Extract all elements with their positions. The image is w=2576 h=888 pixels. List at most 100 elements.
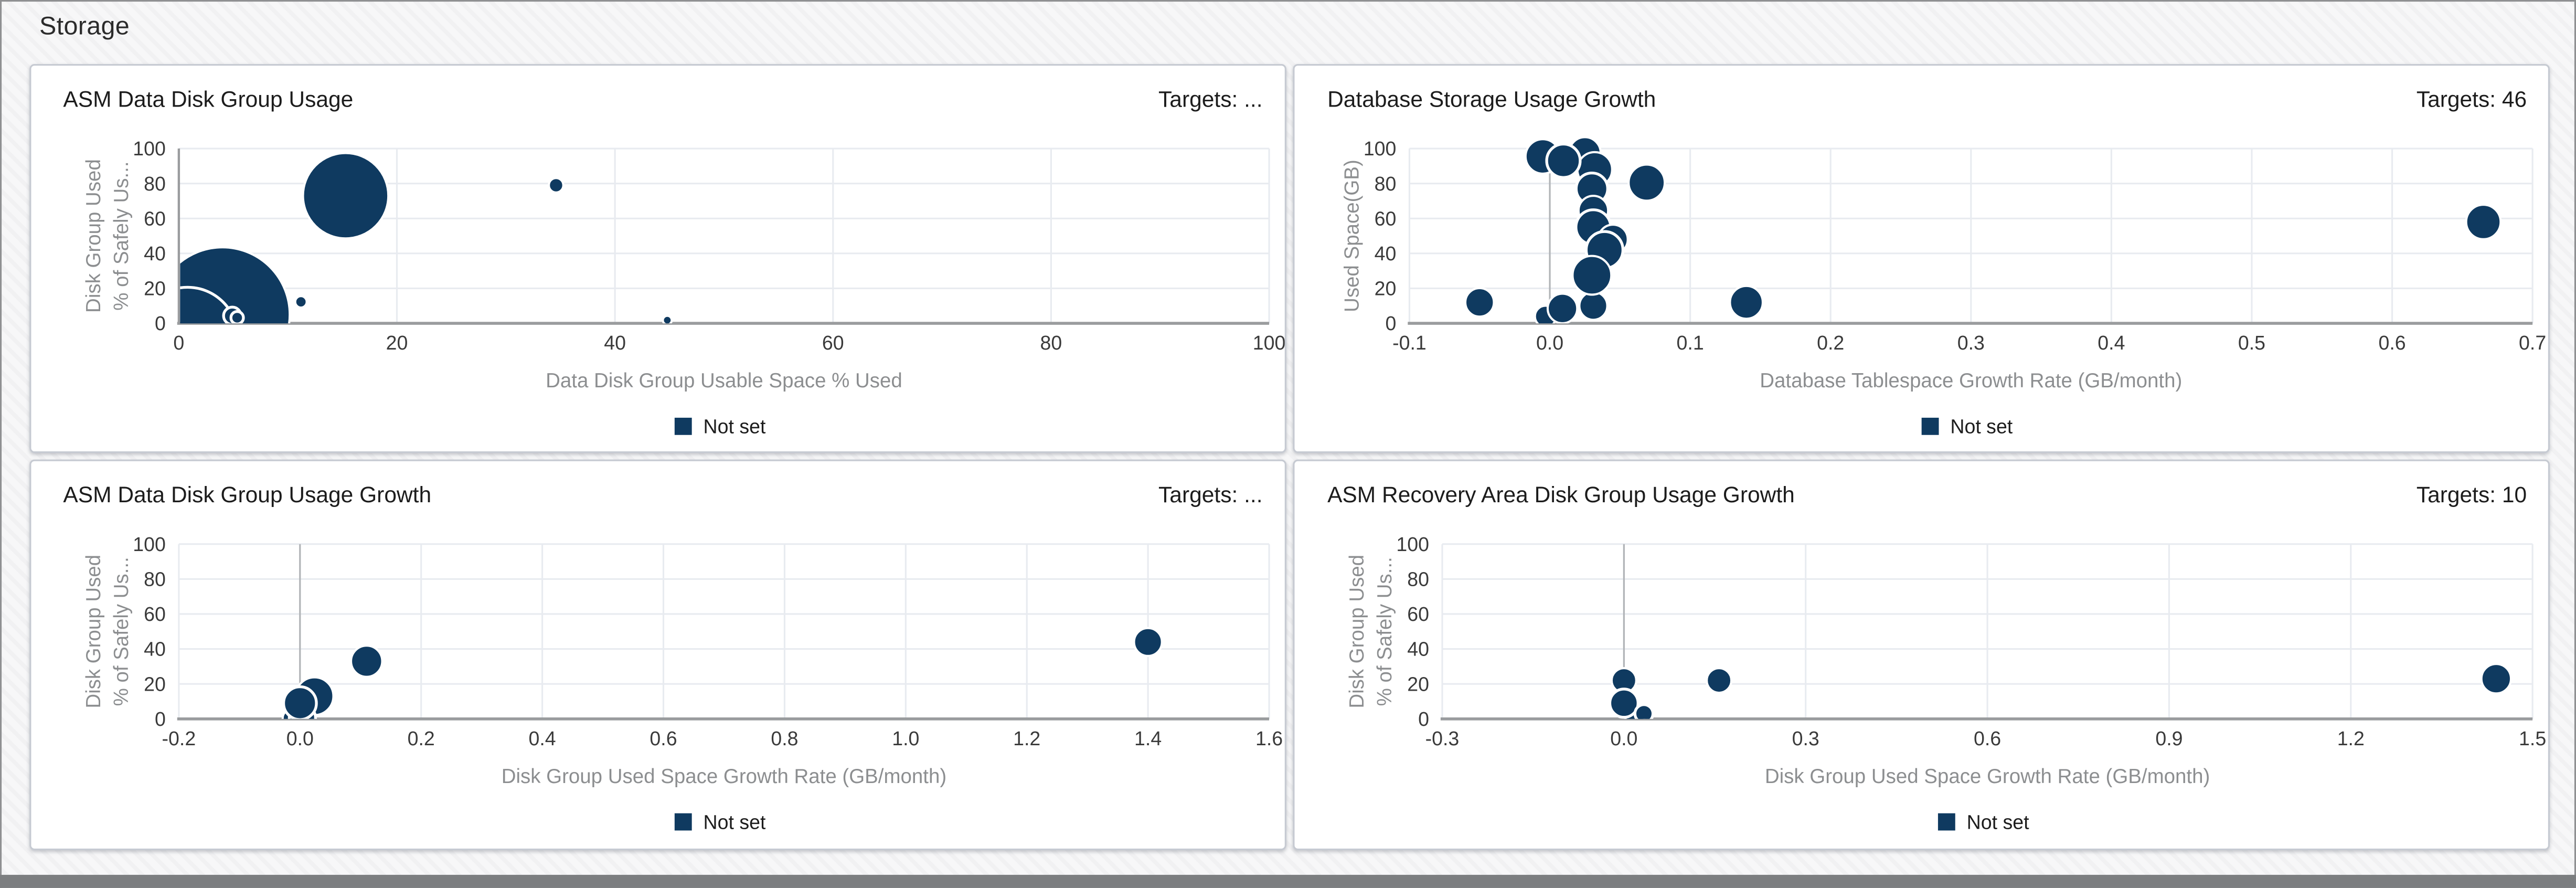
bubble-ringed[interactable] xyxy=(1608,688,1640,719)
legend-item[interactable]: Not set xyxy=(674,811,765,833)
legend-label: Not set xyxy=(1967,811,2029,833)
bubble[interactable] xyxy=(1578,291,1609,321)
y-tick-label: 20 xyxy=(1407,673,1429,695)
x-tick-label: -0.3 xyxy=(1425,727,1460,749)
x-tick-label: 0.3 xyxy=(1957,332,1985,354)
y-axis-title: % of Safely Us... xyxy=(109,161,132,310)
chart-card-database-storage-usage-growth: Database Storage Usage Growth Targets: 4… xyxy=(1293,64,2550,453)
bubble[interactable] xyxy=(1706,667,1733,694)
chart-title: ASM Data Disk Group Usage xyxy=(63,87,354,112)
bubble-chart[interactable]: -0.3 0.0 0.3 0.6 0.9 1.2 1.5 0 20 40 60 80 100 Disk G… xyxy=(1295,461,2550,850)
bubble-chart[interactable]: -0.1 0.0 0.1 0.2 0.3 0.4 0.5 0.6 0.7 0 20 40 60 80 100… xyxy=(1295,66,2550,453)
y-tick-label: 100 xyxy=(1396,533,1429,555)
x-tick-label: 100 xyxy=(1252,332,1285,354)
bubble-ringed[interactable] xyxy=(281,685,317,720)
x-tick-label: 0 xyxy=(173,332,184,354)
bubble[interactable] xyxy=(2480,663,2513,695)
bubble-ringed[interactable] xyxy=(137,286,237,387)
x-tick-label: 60 xyxy=(821,332,843,354)
y-axis-title: Used Space(GB) xyxy=(1340,160,1363,312)
bubble-series xyxy=(1464,136,2502,324)
bubble-ringed[interactable] xyxy=(1545,142,1582,179)
bubble[interactable] xyxy=(301,152,389,240)
chart-card-asm-data-disk-group-usage: ASM Data Disk Group Usage Targets: ... 0… xyxy=(28,64,1286,453)
targets-count: Targets: 10 xyxy=(2416,482,2527,508)
legend-swatch xyxy=(1938,813,1955,831)
legend-label: Not set xyxy=(702,811,765,833)
bubble-series xyxy=(1608,663,2513,723)
x-tick-label: 40 xyxy=(603,332,625,354)
bubble[interactable] xyxy=(661,314,672,325)
bubble[interactable] xyxy=(1546,292,1579,324)
x-tick-label: 1.2 xyxy=(1013,727,1040,749)
legend-item[interactable]: Not set xyxy=(1938,811,2029,833)
bubble[interactable] xyxy=(1464,287,1495,318)
chart-grid: ASM Data Disk Group Usage Targets: ... 0… xyxy=(28,64,2550,850)
card-header: ASM Recovery Area Disk Group Usage Growt… xyxy=(1327,482,2527,512)
bubble[interactable] xyxy=(1627,163,1666,202)
bubble-ringed[interactable] xyxy=(228,310,244,324)
bubble-chart[interactable]: -0.2 0.0 0.2 0.4 0.6 0.8 1.0 1.2 1.4 1.6 0 20 40 60 80… xyxy=(30,461,1285,850)
y-tick-label: 20 xyxy=(1375,278,1397,300)
y-axis-title: Disk Group Used xyxy=(81,159,104,313)
bubble[interactable] xyxy=(293,295,307,309)
bubble-series xyxy=(281,627,1163,720)
y-tick-label: 0 xyxy=(1418,708,1429,730)
legend-item[interactable]: Not set xyxy=(674,416,765,438)
x-axis-title: Disk Group Used Space Growth Rate (GB/mo… xyxy=(501,765,945,788)
card-header: ASM Data Disk Group Usage Growth Targets… xyxy=(63,482,1262,512)
y-tick-label: 0 xyxy=(1386,312,1397,334)
x-tick-label: 0.3 xyxy=(1792,727,1819,749)
bubble[interactable] xyxy=(1132,627,1163,657)
chart-card-asm-recovery-area-disk-group-usage-growth: ASM Recovery Area Disk Group Usage Growt… xyxy=(1293,459,2550,850)
bubble[interactable] xyxy=(349,644,382,678)
x-tick-label: 20 xyxy=(385,332,407,354)
x-tick-label: 0.2 xyxy=(1817,332,1844,354)
x-axis-title: Database Tablespace Growth Rate (GB/mont… xyxy=(1760,369,2182,392)
y-tick-label: 0 xyxy=(154,312,165,334)
card-header: Database Storage Usage Growth Targets: 4… xyxy=(1327,87,2527,117)
y-tick-label: 0 xyxy=(154,708,165,730)
x-tick-label: 1.5 xyxy=(2519,727,2546,749)
y-axis-title: % of Safely Us... xyxy=(109,557,132,706)
x-tick-label: 0.0 xyxy=(1610,727,1637,749)
y-tick-label: 40 xyxy=(143,242,165,265)
x-tick-label: 0.8 xyxy=(770,727,797,749)
legend-label: Not set xyxy=(702,416,765,438)
bubble[interactable] xyxy=(1571,255,1613,296)
bubble-ringed[interactable] xyxy=(1633,703,1655,723)
legend-item[interactable]: Not set xyxy=(1921,416,2013,438)
window-bottom-bar xyxy=(0,874,2576,888)
bubble-chart[interactable]: 0 20 40 60 80 100 0 20 40 60 80 100 Data Disk Group … xyxy=(30,66,1285,453)
y-tick-label: 80 xyxy=(143,568,165,590)
bubble[interactable] xyxy=(1729,284,1764,320)
x-tick-label: 0.4 xyxy=(2098,332,2125,354)
y-tick-label: 60 xyxy=(143,207,165,229)
y-tick-label: 80 xyxy=(1407,568,1429,590)
y-axis-title: % of Safely Us... xyxy=(1374,557,1396,706)
x-tick-label: 0.7 xyxy=(2519,332,2546,354)
x-tick-label: 0.0 xyxy=(1536,332,1563,354)
bubble[interactable] xyxy=(547,177,564,194)
y-tick-label: 40 xyxy=(1407,638,1429,660)
x-tick-label: 80 xyxy=(1039,332,1061,354)
x-tick-label: 0.9 xyxy=(2155,727,2183,749)
chart-title: ASM Data Disk Group Usage Growth xyxy=(63,482,432,508)
x-tick-label: 1.2 xyxy=(2337,727,2365,749)
y-tick-label: 100 xyxy=(132,533,165,555)
y-axis-title: Disk Group Used xyxy=(81,555,104,709)
chart-title: ASM Recovery Area Disk Group Usage Growt… xyxy=(1327,482,1795,508)
legend-swatch xyxy=(674,813,691,831)
x-tick-label: 0.1 xyxy=(1677,332,1704,354)
targets-count: Targets: ... xyxy=(1158,87,1263,112)
x-tick-label: 0.5 xyxy=(2238,332,2265,354)
y-tick-label: 80 xyxy=(143,173,165,195)
legend-swatch xyxy=(674,417,691,435)
bubble[interactable] xyxy=(2465,204,2502,240)
chart-card-asm-data-disk-group-usage-growth: ASM Data Disk Group Usage Growth Targets… xyxy=(28,459,1286,850)
y-axis-title: Disk Group Used xyxy=(1346,555,1368,709)
y-tick-label: 80 xyxy=(1375,173,1397,195)
bubble-series xyxy=(137,152,672,387)
legend-label: Not set xyxy=(1950,416,2013,438)
